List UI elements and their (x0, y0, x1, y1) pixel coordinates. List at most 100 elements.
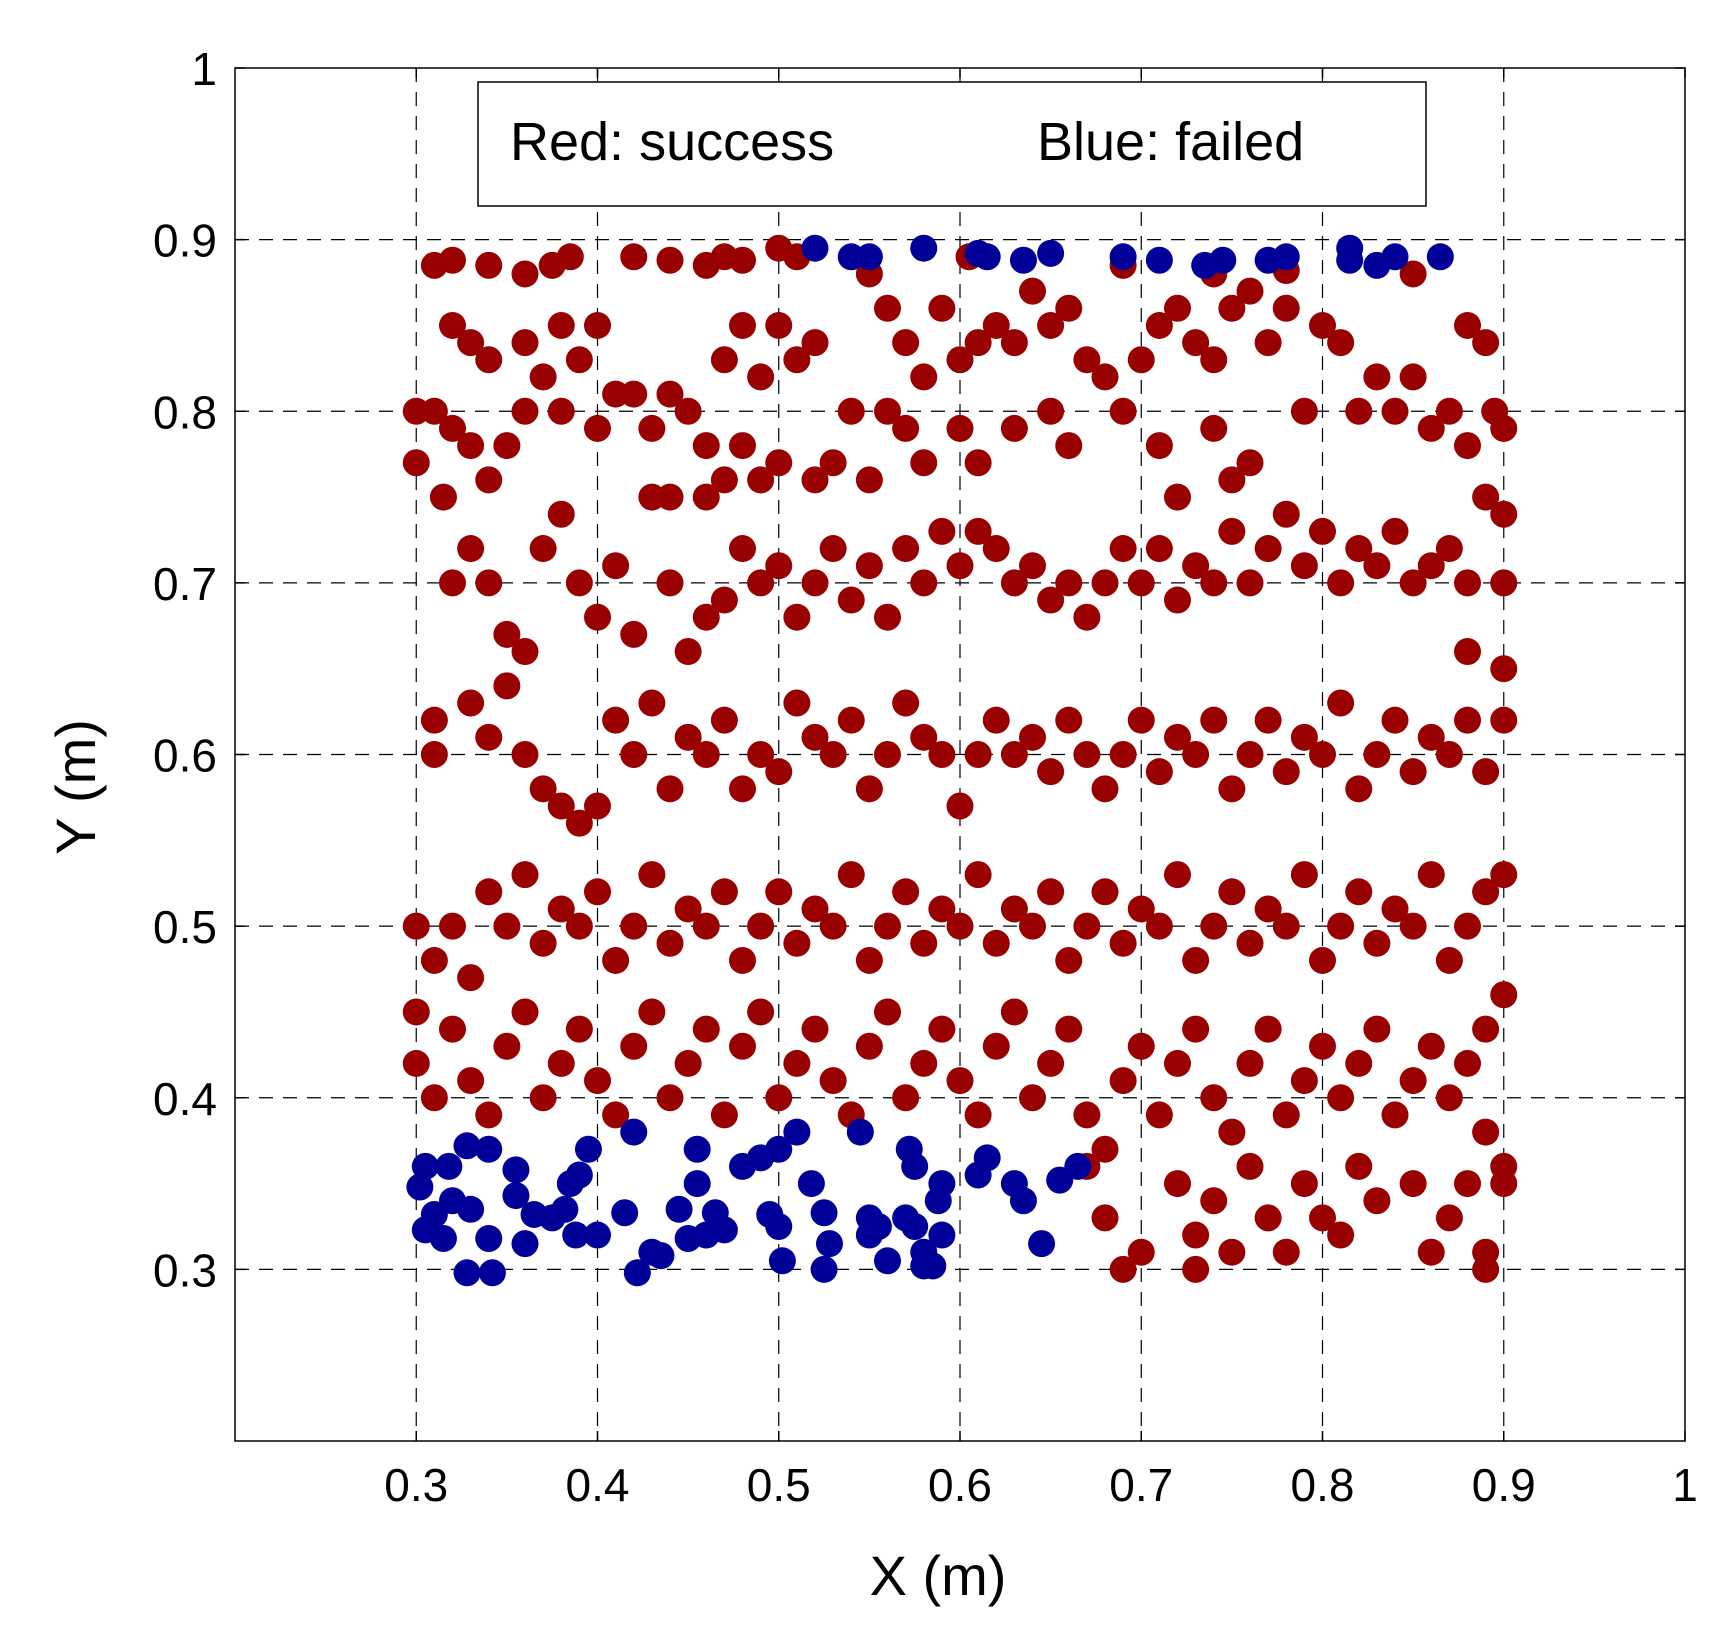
success-point (439, 569, 466, 597)
failed-point (511, 1230, 539, 1258)
success-point (1109, 1067, 1137, 1095)
success-point (1254, 706, 1282, 734)
success-point (910, 929, 938, 957)
success-point (928, 895, 956, 923)
success-point (1435, 535, 1463, 563)
success-point (1091, 1204, 1119, 1232)
success-point (1218, 1118, 1246, 1146)
success-point (620, 243, 648, 271)
success-point (493, 1032, 521, 1060)
success-point (1272, 294, 1300, 322)
success-point (1472, 878, 1500, 906)
success-point (1472, 329, 1500, 357)
success-point (1055, 569, 1083, 597)
legend: Red: success Blue: failed (477, 81, 1427, 207)
success-point (1490, 655, 1518, 683)
x-tick-label: 0.5 (747, 1459, 811, 1511)
failed-point (1037, 239, 1065, 267)
success-point (1091, 775, 1119, 803)
success-point (1399, 758, 1427, 786)
success-point (1272, 500, 1300, 528)
success-point (910, 363, 938, 391)
success-point (511, 260, 539, 288)
failed-point (783, 1118, 811, 1146)
success-point (692, 1015, 720, 1043)
success-point (982, 535, 1010, 563)
y-tick-label: 0.6 (153, 730, 217, 782)
success-point (892, 329, 920, 357)
success-point (1490, 861, 1518, 889)
success-point (1290, 723, 1318, 751)
success-point (565, 1015, 593, 1043)
failed-point (1009, 246, 1037, 274)
success-point (1327, 689, 1355, 717)
success-point (1200, 569, 1228, 597)
success-point (420, 946, 448, 974)
success-point (656, 1084, 684, 1112)
success-point (729, 946, 756, 974)
success-point (1454, 1049, 1481, 1077)
legend-box (477, 81, 1427, 207)
success-point (584, 603, 611, 631)
success-point (493, 620, 521, 648)
failed-point (620, 1118, 648, 1146)
success-point (910, 569, 938, 597)
success-point (1254, 895, 1282, 923)
success-point (982, 311, 1010, 339)
success-point (1055, 1015, 1083, 1043)
success-point (874, 912, 901, 940)
success-point (819, 912, 847, 940)
success-point (475, 878, 503, 906)
success-point (602, 552, 630, 580)
failed-point (1028, 1230, 1056, 1258)
success-point (765, 552, 793, 580)
success-point (429, 483, 457, 511)
success-point (1417, 552, 1445, 580)
success-point (1435, 397, 1463, 425)
success-point (529, 363, 557, 391)
success-point (1218, 1238, 1246, 1266)
success-point (1127, 346, 1155, 374)
success-point (1182, 946, 1210, 974)
success-point (1309, 946, 1336, 974)
success-point (1037, 758, 1065, 786)
success-point (1109, 929, 1137, 957)
success-point (1037, 586, 1065, 614)
success-point (1000, 998, 1028, 1026)
success-point (1399, 569, 1427, 597)
success-point (1399, 912, 1427, 940)
success-point (1000, 895, 1028, 923)
failed-point (502, 1156, 530, 1184)
success-point (1200, 414, 1228, 442)
success-point (457, 689, 485, 717)
success-point (747, 741, 775, 768)
success-point (1109, 741, 1137, 768)
success-point (1435, 1084, 1463, 1112)
failed-point (910, 234, 938, 262)
success-point (1290, 1170, 1318, 1198)
success-point (511, 329, 539, 357)
success-point (1327, 912, 1355, 940)
success-point (493, 672, 521, 700)
success-point (1490, 1170, 1518, 1198)
success-point (1055, 294, 1083, 322)
failed-point (810, 1255, 838, 1283)
success-point (1490, 569, 1518, 597)
failed-point (551, 1195, 579, 1223)
success-point (710, 466, 738, 494)
success-point (584, 878, 611, 906)
success-point (801, 1015, 829, 1043)
success-point (1019, 912, 1046, 940)
success-point (729, 432, 756, 460)
success-point (1109, 397, 1137, 425)
success-point (475, 723, 503, 751)
success-point (1182, 552, 1210, 580)
success-point (946, 792, 974, 820)
success-point (1363, 929, 1391, 957)
success-point (1236, 569, 1264, 597)
success-point (783, 346, 811, 374)
success-point (1218, 517, 1246, 545)
success-point (475, 251, 503, 279)
success-point (1236, 741, 1264, 768)
failed-point (1009, 1187, 1037, 1215)
